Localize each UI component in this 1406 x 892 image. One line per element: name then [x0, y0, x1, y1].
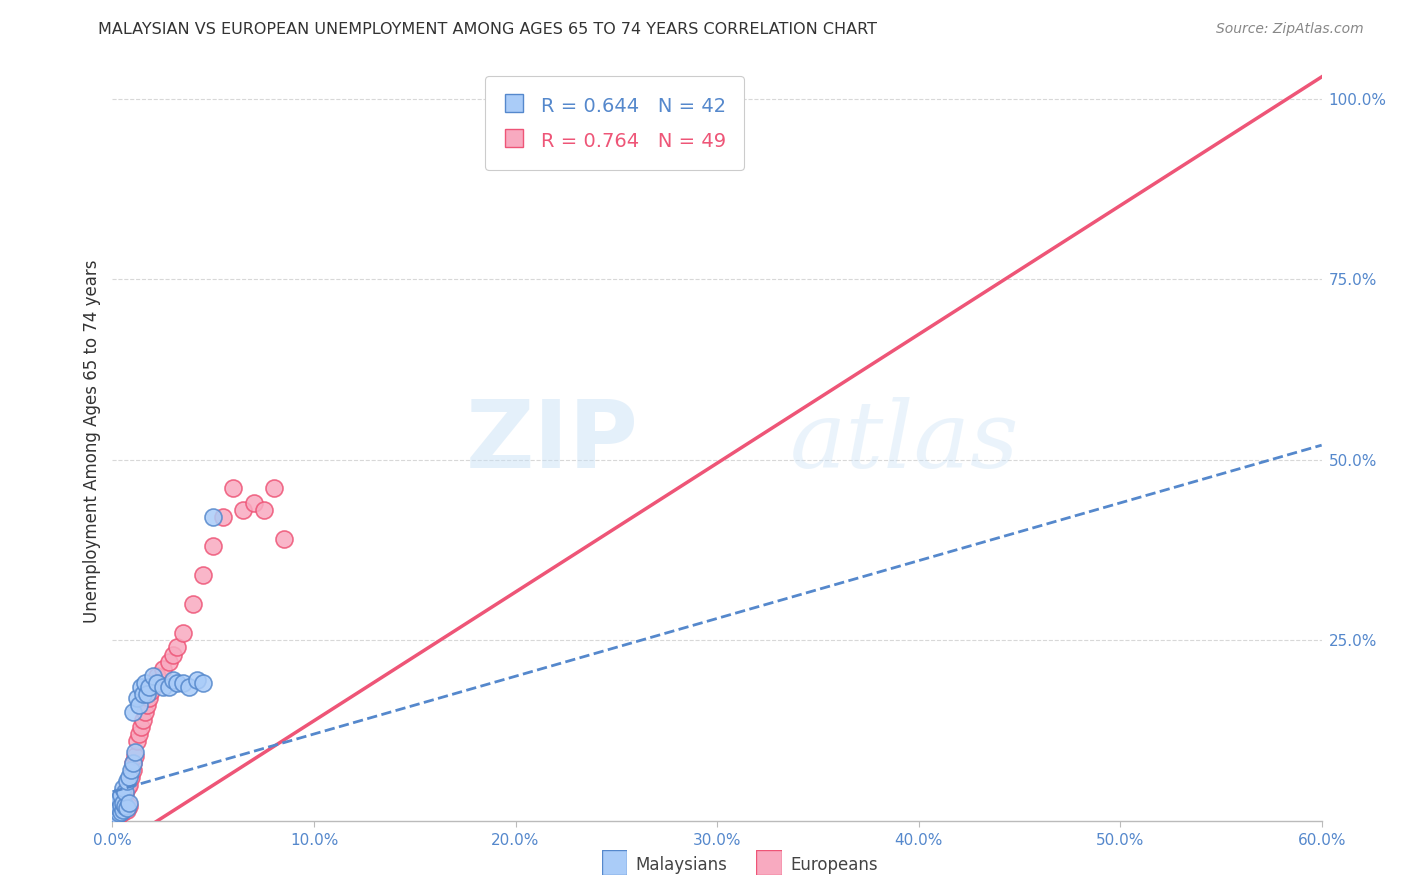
Point	[202, 510, 225, 524]
Point	[166, 640, 188, 655]
Point	[138, 680, 160, 694]
Point	[103, 808, 125, 822]
Point	[129, 680, 152, 694]
Point	[152, 680, 174, 694]
Point	[110, 792, 132, 806]
Point	[107, 792, 129, 806]
Point	[129, 720, 152, 734]
Point	[105, 799, 128, 814]
Point	[138, 690, 160, 705]
Point	[172, 626, 194, 640]
Text: Source: ZipAtlas.com: Source: ZipAtlas.com	[1216, 22, 1364, 37]
Point	[110, 805, 132, 819]
Point	[125, 734, 148, 748]
Point	[142, 676, 165, 690]
Point	[105, 803, 128, 817]
Point	[105, 796, 128, 810]
Point	[114, 800, 136, 814]
Legend: R = 0.644   N = 42, R = 0.764   N = 49: R = 0.644 N = 42, R = 0.764 N = 49	[485, 76, 744, 170]
Point	[111, 803, 134, 817]
Point	[125, 690, 148, 705]
Point	[114, 785, 136, 799]
Point	[110, 789, 132, 803]
Point	[121, 706, 143, 720]
Point	[665, 113, 688, 128]
Point	[117, 778, 139, 792]
Point	[139, 683, 162, 698]
Point	[107, 808, 129, 822]
Y-axis label: Unemployment Among Ages 65 to 74 years: Unemployment Among Ages 65 to 74 years	[83, 260, 101, 624]
Point	[105, 809, 128, 823]
Point	[181, 597, 204, 611]
Point	[166, 676, 188, 690]
Point	[157, 655, 180, 669]
Point	[263, 482, 285, 496]
Point	[115, 803, 138, 817]
Point	[111, 796, 134, 810]
Point	[124, 745, 146, 759]
Point	[107, 800, 129, 814]
Point	[117, 770, 139, 784]
Point	[273, 532, 295, 546]
Point	[128, 698, 150, 712]
Point	[111, 805, 134, 819]
Point	[253, 503, 276, 517]
Point	[105, 808, 128, 822]
Point	[191, 568, 214, 582]
Point	[103, 803, 125, 817]
Point	[107, 796, 129, 810]
Point	[146, 676, 169, 690]
Text: Malaysians: Malaysians	[636, 856, 727, 874]
Point	[152, 662, 174, 676]
Point	[115, 773, 138, 788]
Text: ZIP: ZIP	[465, 395, 638, 488]
Point	[134, 676, 156, 690]
Point	[242, 496, 264, 510]
Point	[132, 713, 155, 727]
Text: atlas: atlas	[790, 397, 1019, 486]
Point	[172, 676, 194, 690]
Point	[162, 673, 184, 687]
Point	[103, 806, 125, 821]
Text: MALAYSIAN VS EUROPEAN UNEMPLOYMENT AMONG AGES 65 TO 74 YEARS CORRELATION CHART: MALAYSIAN VS EUROPEAN UNEMPLOYMENT AMONG…	[98, 22, 877, 37]
Point	[121, 756, 143, 770]
Point	[117, 799, 139, 814]
Point	[146, 669, 169, 683]
Point	[110, 797, 132, 812]
Text: Europeans: Europeans	[790, 856, 877, 874]
Point	[115, 800, 138, 814]
Point	[121, 756, 143, 770]
Point	[132, 687, 155, 701]
Point	[162, 648, 184, 662]
Point	[107, 806, 129, 821]
Point	[134, 706, 156, 720]
Point	[191, 676, 214, 690]
Point	[114, 789, 136, 803]
Point	[142, 669, 165, 683]
Point	[111, 781, 134, 796]
Point	[222, 482, 245, 496]
Point	[107, 803, 129, 817]
Point	[110, 800, 132, 814]
Point	[110, 806, 132, 821]
Point	[117, 796, 139, 810]
Point	[128, 727, 150, 741]
Point	[202, 539, 225, 553]
Point	[103, 805, 125, 819]
Point	[135, 687, 157, 701]
Point	[105, 799, 128, 814]
Point	[232, 503, 254, 517]
Point	[120, 763, 142, 777]
Point	[157, 680, 180, 694]
Point	[186, 673, 208, 687]
Point	[115, 781, 138, 796]
Point	[177, 680, 200, 694]
Point	[121, 763, 143, 777]
Point	[212, 510, 235, 524]
Point	[135, 698, 157, 712]
Point	[111, 797, 134, 812]
Point	[124, 748, 146, 763]
Point	[114, 799, 136, 814]
Point	[120, 770, 142, 784]
